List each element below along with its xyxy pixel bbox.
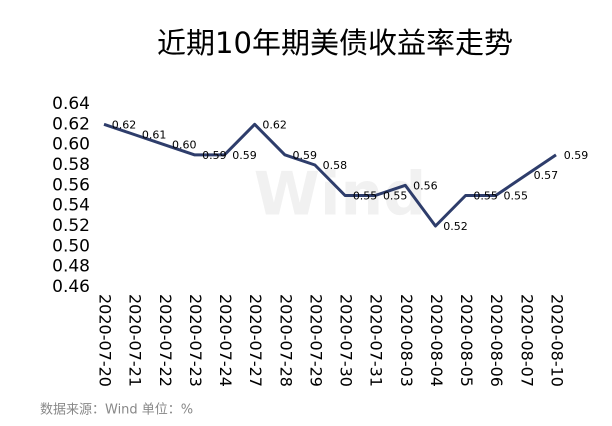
- x-tick-label: 2020-08-07: [517, 294, 536, 387]
- y-tick-label: 0.58: [52, 155, 90, 175]
- chart-title: 近期10年期美债收益率走势: [157, 26, 513, 60]
- y-tick-label: 0.54: [52, 196, 90, 216]
- source-note: 数据来源：Wind 单位：%: [40, 403, 193, 418]
- x-tick-label: 2020-07-23: [186, 294, 205, 387]
- x-tick-label: 2020-08-05: [457, 294, 476, 387]
- data-label: 0.57: [534, 169, 559, 182]
- y-tick-label: 0.62: [52, 114, 90, 134]
- data-label: 0.59: [202, 149, 227, 162]
- line: [103, 122, 557, 228]
- x-tick-label: 2020-07-22: [156, 294, 175, 387]
- data-label: 0.52: [443, 220, 468, 233]
- y-tick-label: 0.46: [52, 277, 90, 297]
- x-tick-label: 2020-07-20: [96, 294, 115, 387]
- data-label: 0.60: [172, 139, 197, 152]
- data-label: 0.62: [112, 118, 137, 131]
- data-label: 0.58: [323, 159, 348, 172]
- y-tick-label: 0.48: [52, 257, 90, 277]
- x-tick-label: 2020-08-06: [487, 294, 506, 387]
- y-tick-label: 0.56: [52, 175, 90, 195]
- data-label: 0.55: [503, 190, 528, 203]
- x-tick-label: 2020-07-31: [367, 294, 386, 387]
- data-label: 0.55: [353, 190, 378, 203]
- data-label: 0.61: [142, 129, 167, 142]
- x-tick-label: 2020-07-30: [337, 294, 356, 387]
- watermark: Wind: [254, 160, 426, 230]
- x-tick-label: 2020-07-28: [276, 294, 295, 387]
- x-tick-label: 2020-08-04: [427, 294, 446, 387]
- x-tick-label: 2020-07-27: [246, 294, 265, 387]
- data-label: 0.59: [293, 149, 318, 162]
- data-label: 0.62: [262, 118, 287, 131]
- x-tick-label: 2020-07-29: [306, 294, 325, 387]
- y-tick-label: 0.52: [52, 216, 90, 236]
- data-label: 0.59: [232, 149, 257, 162]
- y-tick-label: 0.64: [52, 94, 90, 114]
- data-label: 0.59: [564, 149, 589, 162]
- y-tick-label: 0.60: [52, 135, 90, 155]
- x-tick-label: 2020-07-21: [126, 294, 145, 387]
- x-tick-label: 2020-07-24: [216, 294, 235, 387]
- data-label: 0.55: [383, 190, 408, 203]
- data-label: 0.56: [413, 179, 438, 192]
- y-tick-label: 0.50: [52, 236, 90, 256]
- x-tick-label: 2020-08-03: [397, 294, 416, 387]
- data-label: 0.55: [473, 190, 498, 203]
- x-tick-label: 2020-08-10: [548, 294, 567, 387]
